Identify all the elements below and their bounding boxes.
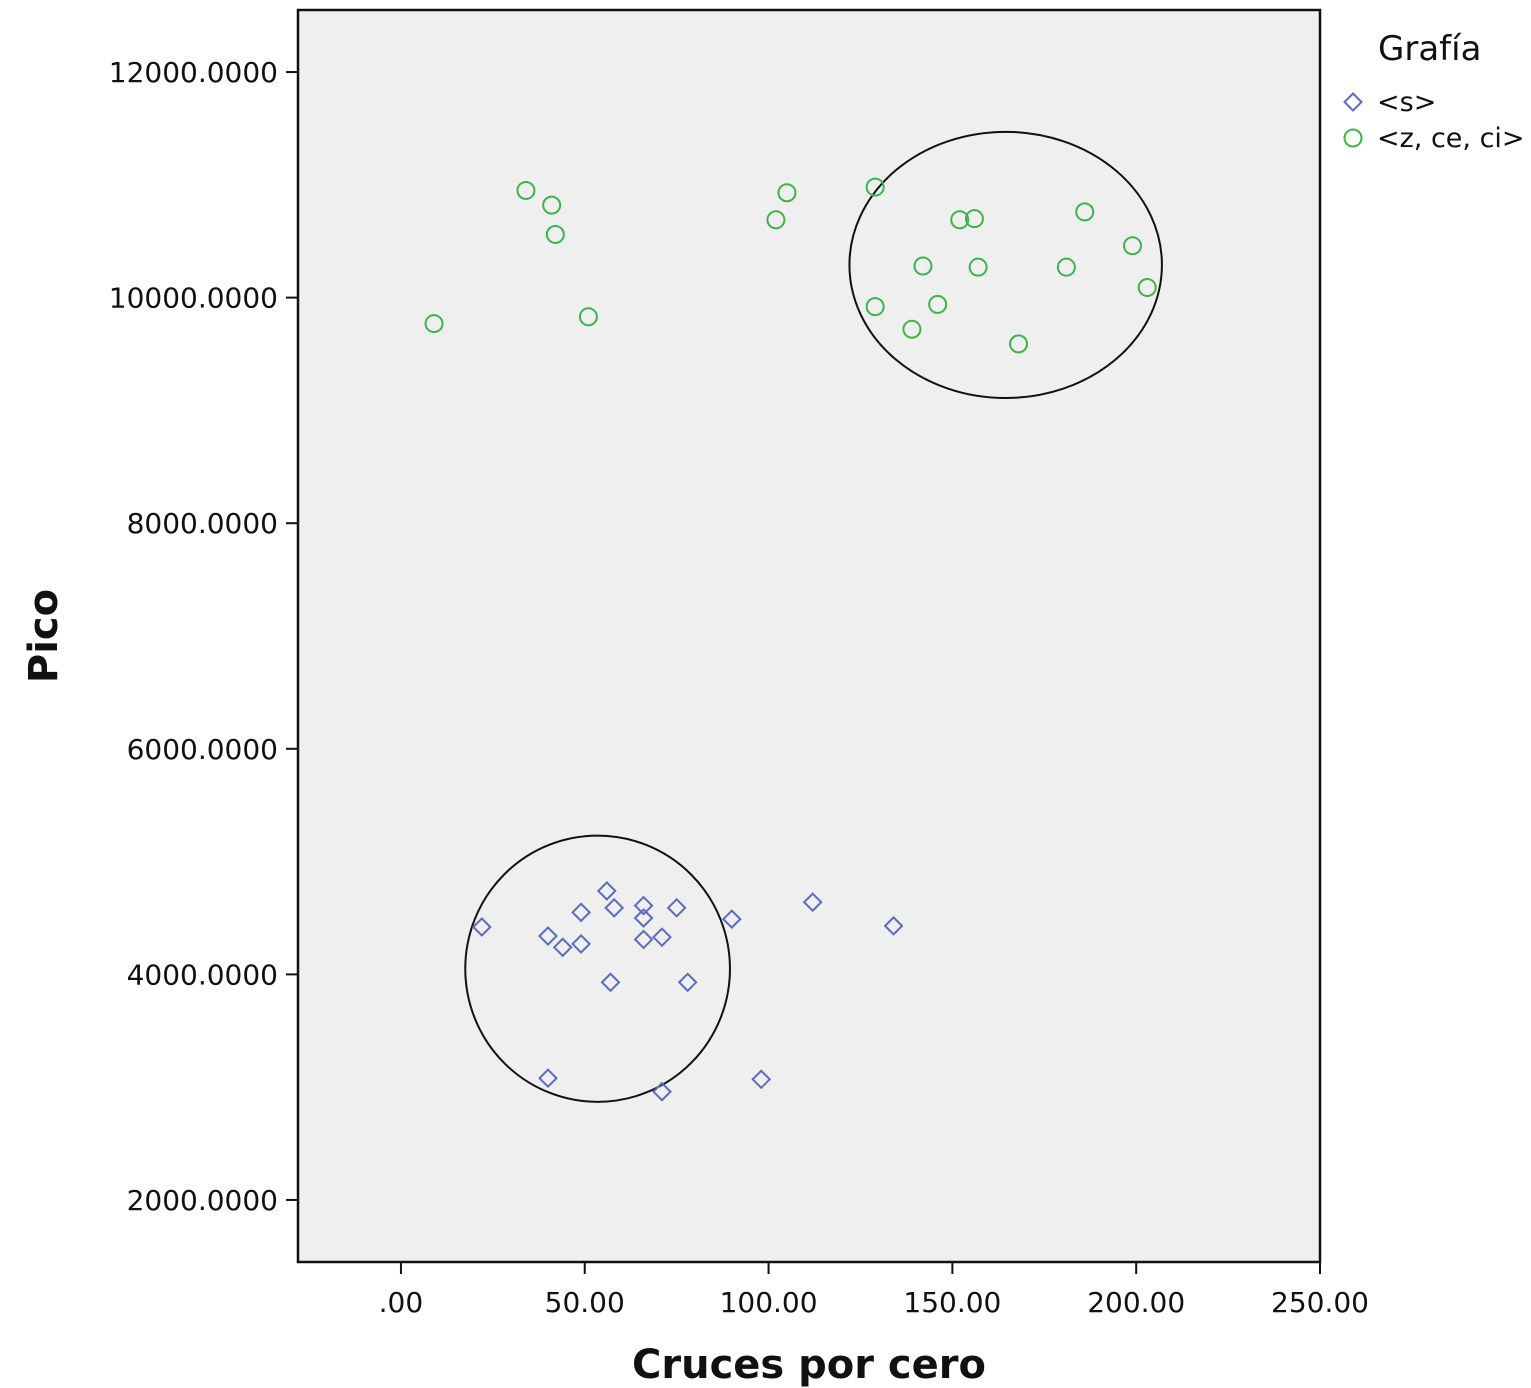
- diamond-point: [633, 895, 654, 916]
- circle-point: [964, 209, 984, 229]
- circle-point: [865, 177, 885, 197]
- legend: Grafía <s> <z, ce, ci>: [1343, 29, 1525, 154]
- y-tick-label: 10000.0000: [109, 282, 278, 315]
- legend-entry-label: <z, ce, ci>: [1377, 123, 1525, 154]
- circle-point: [913, 256, 933, 276]
- circle-point: [424, 314, 444, 334]
- x-tick-label: 150.00: [903, 1286, 1001, 1319]
- circle-point: [766, 210, 786, 230]
- diamond-point: [883, 915, 904, 936]
- diamond-point: [652, 927, 672, 948]
- y-tick-label: 12000.0000: [109, 56, 278, 89]
- circle-point: [516, 180, 536, 200]
- plot-area: [298, 10, 1320, 1262]
- circle-point: [1056, 257, 1076, 277]
- x-axis: .00 50.00 100.00 150.00 200.00 250.00: [379, 1262, 1369, 1319]
- y-tick-label: 8000.0000: [127, 507, 278, 540]
- cluster-ellipse: [464, 834, 731, 1103]
- legend-diamond-marker: [1343, 92, 1363, 112]
- circle-point: [968, 257, 988, 277]
- circle-point: [578, 307, 598, 327]
- legend-title: Grafía: [1378, 29, 1481, 69]
- x-tick-label: 100.00: [720, 1286, 818, 1319]
- legend-circle-marker: [1343, 128, 1363, 148]
- y-tick-label: 4000.0000: [127, 958, 278, 991]
- x-tick-label: 200.00: [1087, 1286, 1185, 1319]
- circle-point: [950, 210, 970, 230]
- diamond-point: [571, 934, 591, 954]
- diamond-point: [677, 972, 698, 993]
- circle-point: [928, 294, 948, 314]
- x-tick-label: .00: [379, 1286, 424, 1319]
- circle-point: [902, 319, 922, 339]
- x-tick-label: 250.00: [1271, 1286, 1369, 1319]
- y-axis: 2000.0000 4000.0000 6000.0000 8000.0000 1000…: [109, 56, 298, 1217]
- diamond-point: [471, 917, 492, 937]
- circle-point: [1009, 334, 1029, 354]
- circle-point: [545, 224, 565, 244]
- annotation-layer: [464, 130, 1163, 1103]
- cluster-ellipse: [848, 130, 1163, 400]
- diamond-point: [751, 1069, 772, 1090]
- y-axis-title: Pico: [21, 589, 67, 683]
- diamond-point: [552, 937, 573, 958]
- x-tick-label: 50.00: [545, 1286, 625, 1319]
- diamond-point: [596, 880, 617, 901]
- diamond-point: [802, 892, 823, 913]
- diamond-point: [538, 1068, 558, 1089]
- x-axis-title: Cruces por cero: [632, 1342, 986, 1388]
- diamond-point: [571, 902, 591, 923]
- y-tick-label: 6000.0000: [127, 733, 278, 766]
- diamond-point: [666, 897, 687, 918]
- data-marks: [424, 177, 1157, 1102]
- plot-frame: [296, 8, 1322, 1264]
- diamond-point: [633, 908, 654, 928]
- diamond-point: [604, 897, 625, 918]
- circle-point: [865, 297, 885, 317]
- circle-point: [777, 183, 797, 203]
- circle-point: [1123, 236, 1143, 256]
- y-tick-label: 2000.0000: [127, 1184, 278, 1217]
- diamond-point: [652, 1081, 672, 1102]
- diamond-point: [600, 972, 621, 993]
- circle-point: [1075, 202, 1095, 222]
- diamond-point: [721, 909, 742, 930]
- circle-point: [1137, 277, 1157, 297]
- diamond-point: [633, 929, 654, 950]
- diamond-point: [538, 926, 558, 946]
- legend-entry-label: <s>: [1377, 87, 1436, 118]
- circle-point: [542, 195, 562, 215]
